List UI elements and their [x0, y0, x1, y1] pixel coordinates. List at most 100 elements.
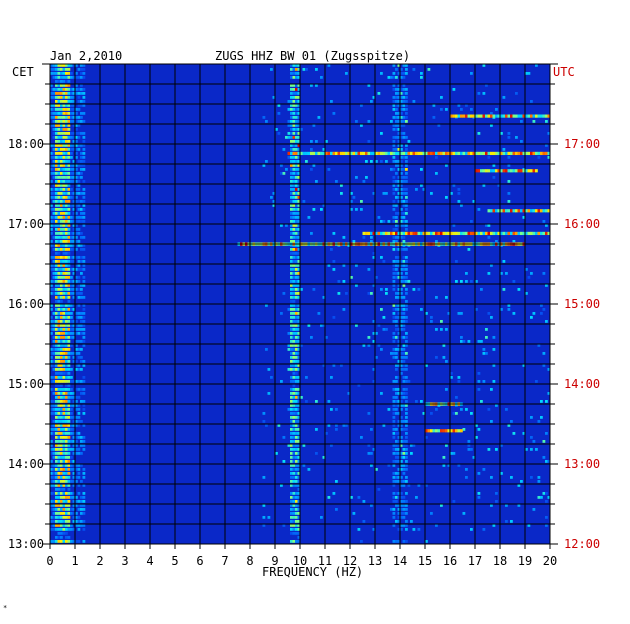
heatmap-cell [55, 156, 58, 159]
heatmap-cell [372, 192, 376, 195]
heatmap-cell [395, 264, 398, 267]
heatmap-cell [435, 296, 438, 299]
heatmap-cell [67, 196, 71, 199]
heatmap-cell [67, 344, 71, 347]
heatmap-cell [297, 400, 301, 403]
heatmap-cell [397, 472, 401, 475]
heatmap-cell [395, 352, 398, 355]
heatmap-cell [52, 404, 56, 407]
heatmap-cell [295, 160, 298, 163]
heatmap-cell [500, 308, 503, 311]
heatmap-cell [60, 176, 63, 179]
heatmap-cell [72, 320, 76, 323]
heatmap-cell [395, 116, 398, 119]
heatmap-cell [72, 396, 76, 399]
heatmap-cell [72, 400, 76, 403]
heatmap-cell [405, 456, 408, 459]
heatmap-cell [287, 124, 291, 127]
heatmap-cell [67, 488, 71, 491]
heatmap-cell [397, 436, 401, 439]
event-cell [437, 231, 441, 236]
heatmap-cell [65, 376, 68, 379]
heatmap-cell [532, 312, 536, 315]
heatmap-cell [72, 424, 76, 427]
heatmap-cell [397, 84, 401, 87]
event-cell [487, 231, 491, 236]
heatmap-cell [80, 312, 83, 315]
heatmap-cell [67, 68, 71, 71]
heatmap-cell [50, 104, 53, 107]
event-cell [480, 151, 483, 156]
event-cell [532, 114, 536, 118]
heatmap-cell [357, 496, 361, 499]
heatmap-cell [397, 432, 401, 435]
event-cell [460, 429, 463, 433]
heatmap-cell [292, 364, 296, 367]
heatmap-cell [290, 184, 293, 187]
heatmap-cell [402, 496, 406, 499]
heatmap-cell [62, 480, 66, 483]
heatmap-cell [77, 232, 81, 235]
heatmap-cell [52, 224, 56, 227]
heatmap-cell [62, 292, 66, 295]
heatmap-cell [57, 180, 61, 183]
heatmap-cell [295, 484, 298, 487]
heatmap-cell [290, 248, 293, 251]
event-cell [395, 151, 398, 156]
event-cell [380, 231, 383, 236]
heatmap-cell [70, 248, 73, 251]
heatmap-cell [392, 436, 396, 439]
heatmap-cell [545, 432, 548, 435]
event-cell [530, 114, 533, 118]
heatmap-cell [405, 492, 408, 495]
heatmap-cell [290, 344, 293, 347]
heatmap-cell [450, 192, 453, 195]
heatmap-cell [362, 180, 366, 183]
heatmap-cell [415, 400, 418, 403]
heatmap-cell [400, 112, 403, 115]
heatmap-cell [292, 212, 296, 215]
heatmap-cell [57, 416, 61, 419]
heatmap-cell [315, 68, 318, 71]
heatmap-cell [60, 260, 63, 263]
heatmap-cell [297, 336, 301, 339]
heatmap-cell [402, 84, 406, 87]
heatmap-cell [80, 260, 83, 263]
event-cell [310, 151, 313, 156]
heatmap-cell [70, 120, 73, 123]
heatmap-cell [290, 276, 293, 279]
heatmap-cell [75, 352, 78, 355]
heatmap-cell [370, 428, 373, 431]
heatmap-cell [295, 304, 298, 307]
heatmap-cell [65, 324, 68, 327]
heatmap-cell [55, 236, 58, 239]
heatmap-cell [292, 220, 296, 223]
heatmap-cell [72, 324, 76, 327]
heatmap-cell [445, 444, 448, 447]
heatmap-cell [50, 472, 53, 475]
event-cell [365, 151, 368, 156]
heatmap-cell [65, 268, 68, 271]
heatmap-cell [75, 404, 78, 407]
heatmap-cell [297, 344, 301, 347]
heatmap-cell [295, 436, 298, 439]
heatmap-cell [60, 268, 63, 271]
event-cell [467, 114, 471, 118]
event-cell [502, 151, 506, 156]
heatmap-cell [70, 416, 73, 419]
heatmap-cell [400, 136, 403, 139]
heatmap-cell [72, 236, 76, 239]
heatmap-cell [382, 424, 386, 427]
x-tick-label: 18 [493, 554, 507, 568]
heatmap-cell [75, 124, 78, 127]
heatmap-cell [55, 308, 58, 311]
heatmap-cell [292, 468, 296, 471]
heatmap-cell [60, 400, 63, 403]
heatmap-cell [67, 72, 71, 75]
heatmap-cell [70, 192, 73, 195]
heatmap-cell [67, 416, 71, 419]
event-cell [425, 151, 428, 156]
heatmap-cell [392, 64, 396, 67]
heatmap-cell [77, 172, 81, 175]
heatmap-cell [70, 336, 73, 339]
